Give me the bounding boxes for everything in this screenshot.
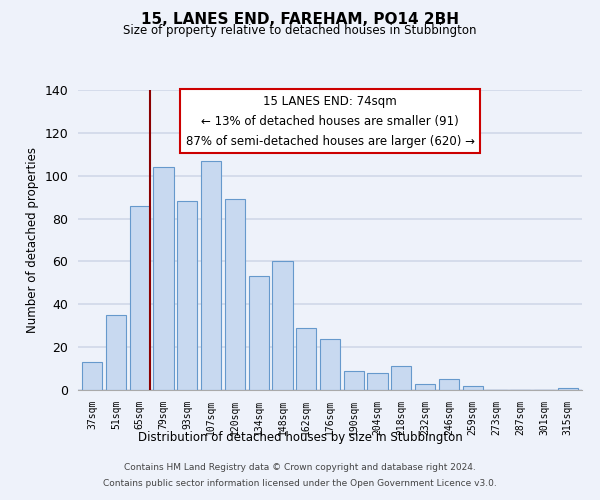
Bar xyxy=(82,362,103,390)
Bar xyxy=(557,388,578,390)
Text: Contains public sector information licensed under the Open Government Licence v3: Contains public sector information licen… xyxy=(103,478,497,488)
Bar xyxy=(154,167,173,390)
Text: Distribution of detached houses by size in Stubbington: Distribution of detached houses by size … xyxy=(137,431,463,444)
Bar xyxy=(272,262,293,390)
Bar xyxy=(391,366,412,390)
Bar xyxy=(225,200,245,390)
Bar xyxy=(463,386,483,390)
Bar xyxy=(439,380,459,390)
Bar xyxy=(201,160,221,390)
Bar xyxy=(130,206,150,390)
Bar xyxy=(415,384,435,390)
Bar xyxy=(106,315,126,390)
Bar xyxy=(177,202,197,390)
Bar xyxy=(367,373,388,390)
Text: Contains HM Land Registry data © Crown copyright and database right 2024.: Contains HM Land Registry data © Crown c… xyxy=(124,464,476,472)
Bar xyxy=(248,276,269,390)
Text: Size of property relative to detached houses in Stubbington: Size of property relative to detached ho… xyxy=(123,24,477,37)
Bar xyxy=(344,370,364,390)
Text: 15, LANES END, FAREHAM, PO14 2BH: 15, LANES END, FAREHAM, PO14 2BH xyxy=(141,12,459,28)
Bar xyxy=(296,328,316,390)
Y-axis label: Number of detached properties: Number of detached properties xyxy=(26,147,39,333)
Text: 15 LANES END: 74sqm
← 13% of detached houses are smaller (91)
87% of semi-detach: 15 LANES END: 74sqm ← 13% of detached ho… xyxy=(185,94,475,148)
Bar xyxy=(320,338,340,390)
